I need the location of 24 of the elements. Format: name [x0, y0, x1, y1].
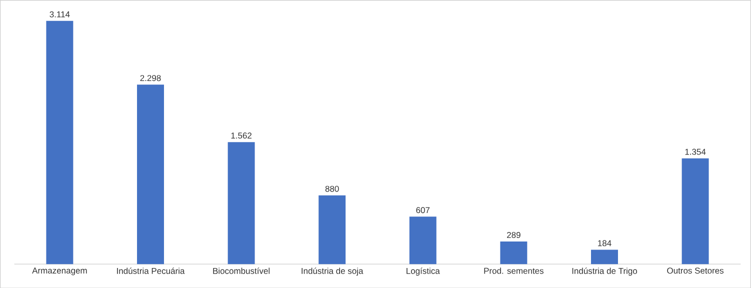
data-label: 607: [416, 206, 430, 213]
bar: [591, 250, 618, 264]
x-tick-label: Indústria de soja: [302, 267, 364, 276]
bar: [228, 142, 255, 264]
data-label: 2.298: [140, 74, 161, 81]
data-label: 184: [598, 240, 612, 246]
data-label: 289: [507, 232, 520, 238]
x-tick-label: Outros Setores: [667, 267, 724, 274]
data-label: 880: [325, 186, 339, 192]
bar: [318, 195, 346, 264]
bar: [137, 84, 164, 264]
x-tick-label: Armazenagem: [32, 267, 87, 276]
bar: [500, 241, 528, 264]
x-tick-label: Prod. sementes: [484, 267, 544, 274]
bar: [409, 216, 436, 264]
data-label: 1.562: [231, 132, 252, 138]
x-tick-label: Biocombustível: [213, 267, 270, 274]
bar: [46, 20, 74, 264]
data-label: 3.114: [50, 11, 70, 18]
x-tick-label: Indústria Pecuária: [117, 267, 185, 274]
x-tick-label: Logística: [406, 267, 440, 276]
x-tick-label: Indústria de Trigo: [572, 267, 638, 276]
data-label: 1.354: [685, 148, 706, 155]
bar: [682, 158, 709, 264]
